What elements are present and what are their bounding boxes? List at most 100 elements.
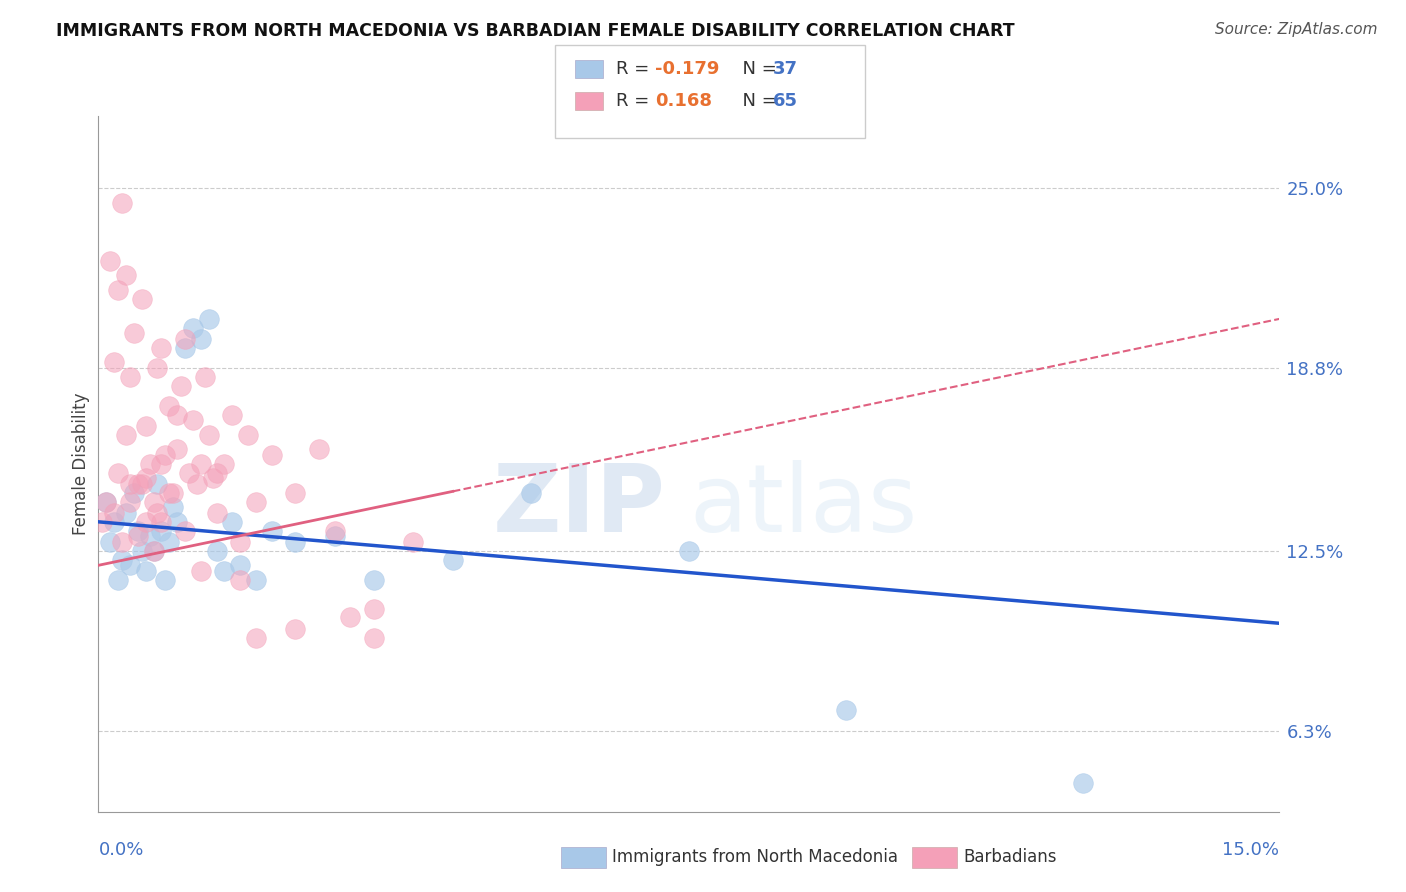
Point (190, 457, 212, 471)
Text: R =: R = (616, 92, 661, 110)
Point (111, 535, 134, 549)
Text: Source: ZipAtlas.com: Source: ZipAtlas.com (1215, 22, 1378, 37)
Text: Immigrants from North Macedonia: Immigrants from North Macedonia (612, 848, 897, 866)
Point (131, 477, 153, 491)
Point (205, 466, 228, 480)
Point (260, 524, 283, 538)
Point (441, 552, 464, 566)
Point (181, 413, 204, 427)
Point (103, 355, 125, 369)
Point (166, 442, 188, 457)
Point (323, 529, 346, 543)
Point (115, 268, 138, 283)
Text: 0.168: 0.168 (655, 92, 713, 110)
Point (339, 610, 361, 624)
Point (131, 292, 153, 306)
Point (201, 471, 224, 485)
Point (197, 312, 219, 326)
Point (131, 543, 153, 558)
Point (157, 535, 180, 549)
Point (146, 361, 169, 376)
Point (284, 535, 307, 549)
Point (138, 457, 160, 471)
Point (363, 573, 385, 587)
Text: 15.0%: 15.0% (1222, 840, 1279, 859)
Y-axis label: Female Disability: Female Disability (72, 392, 90, 535)
Point (98, 253, 121, 268)
Text: atlas: atlas (689, 459, 917, 551)
Point (174, 524, 197, 538)
Point (135, 471, 157, 485)
Point (166, 515, 188, 529)
Text: 65: 65 (773, 92, 799, 110)
Point (229, 558, 252, 573)
Point (107, 573, 129, 587)
Text: 37: 37 (773, 60, 799, 78)
Point (308, 442, 330, 457)
Point (190, 564, 212, 578)
Point (170, 378, 193, 392)
Point (284, 622, 307, 636)
Point (96, 494, 118, 508)
Point (150, 524, 173, 538)
Point (150, 457, 173, 471)
Point (127, 477, 149, 491)
Point (157, 485, 180, 500)
Point (197, 428, 219, 442)
Point (155, 448, 177, 462)
Point (245, 494, 267, 508)
Point (98, 535, 121, 549)
Text: R =: R = (616, 60, 655, 78)
Text: N =: N = (731, 60, 783, 78)
Point (138, 529, 160, 543)
Point (107, 466, 129, 480)
Point (245, 631, 267, 645)
Point (118, 477, 141, 491)
Point (115, 428, 138, 442)
Text: ZIP: ZIP (492, 459, 665, 551)
Point (363, 602, 385, 616)
Text: IMMIGRANTS FROM NORTH MACEDONIA VS BARBADIAN FEMALE DISABILITY CORRELATION CHART: IMMIGRANTS FROM NORTH MACEDONIA VS BARBA… (56, 22, 1015, 40)
Point (190, 332, 212, 346)
Point (135, 419, 157, 434)
Text: Barbadians: Barbadians (963, 848, 1057, 866)
Text: N =: N = (731, 92, 783, 110)
Point (150, 515, 173, 529)
Point (155, 573, 177, 587)
Point (402, 535, 425, 549)
Text: -0.179: -0.179 (655, 60, 720, 78)
Point (284, 485, 307, 500)
Point (236, 428, 259, 442)
Point (142, 494, 165, 508)
Point (103, 506, 125, 520)
Point (122, 326, 145, 341)
Point (678, 543, 700, 558)
Point (221, 515, 243, 529)
Point (260, 448, 283, 462)
Point (118, 494, 141, 508)
Point (205, 506, 228, 520)
Point (103, 515, 125, 529)
Point (157, 399, 180, 413)
Point (214, 564, 236, 578)
Point (181, 320, 204, 334)
Point (150, 341, 173, 355)
Point (111, 552, 134, 566)
Point (363, 631, 385, 645)
Point (127, 524, 149, 538)
Point (162, 485, 184, 500)
Point (127, 529, 149, 543)
Point (214, 457, 236, 471)
Point (205, 543, 228, 558)
Point (229, 573, 252, 587)
Point (520, 485, 543, 500)
Text: 0.0%: 0.0% (98, 840, 143, 859)
Point (118, 369, 141, 384)
Point (135, 564, 157, 578)
Point (835, 703, 858, 717)
Point (174, 341, 197, 355)
Point (146, 506, 169, 520)
Point (146, 477, 169, 491)
Point (194, 369, 217, 384)
Point (186, 477, 208, 491)
